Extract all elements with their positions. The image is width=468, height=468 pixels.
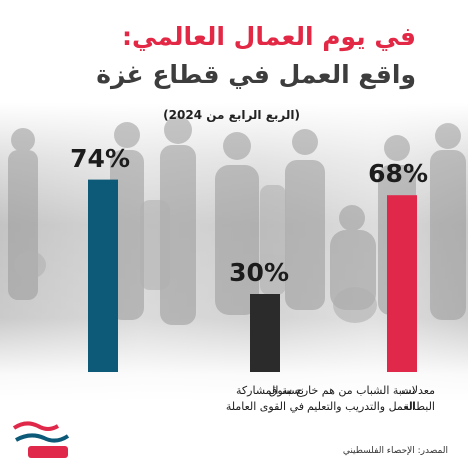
chart-title-line2: واقع العمل في قطاع غزة (96, 60, 416, 89)
value-label-1: 74% (70, 143, 130, 173)
value-label-2: 30% (229, 258, 289, 287)
category-label-3: معدلات البطالة (401, 384, 435, 413)
chart-title: في يوم العمال العالمي: (122, 22, 416, 51)
category-label-1: نسبة الشباب من هم خارج سوق العمل والتدري… (268, 384, 415, 413)
source-note: المصدر: الإحصاء الفلسطيني (342, 446, 448, 456)
value-label-3: 68% (368, 159, 428, 189)
category-label-2: نسبة المشاركة في القوى العاملة (225, 384, 304, 413)
chart-subtitle: (الربع الرابع من 2024) (163, 108, 300, 122)
sada-news-logo (12, 421, 70, 458)
